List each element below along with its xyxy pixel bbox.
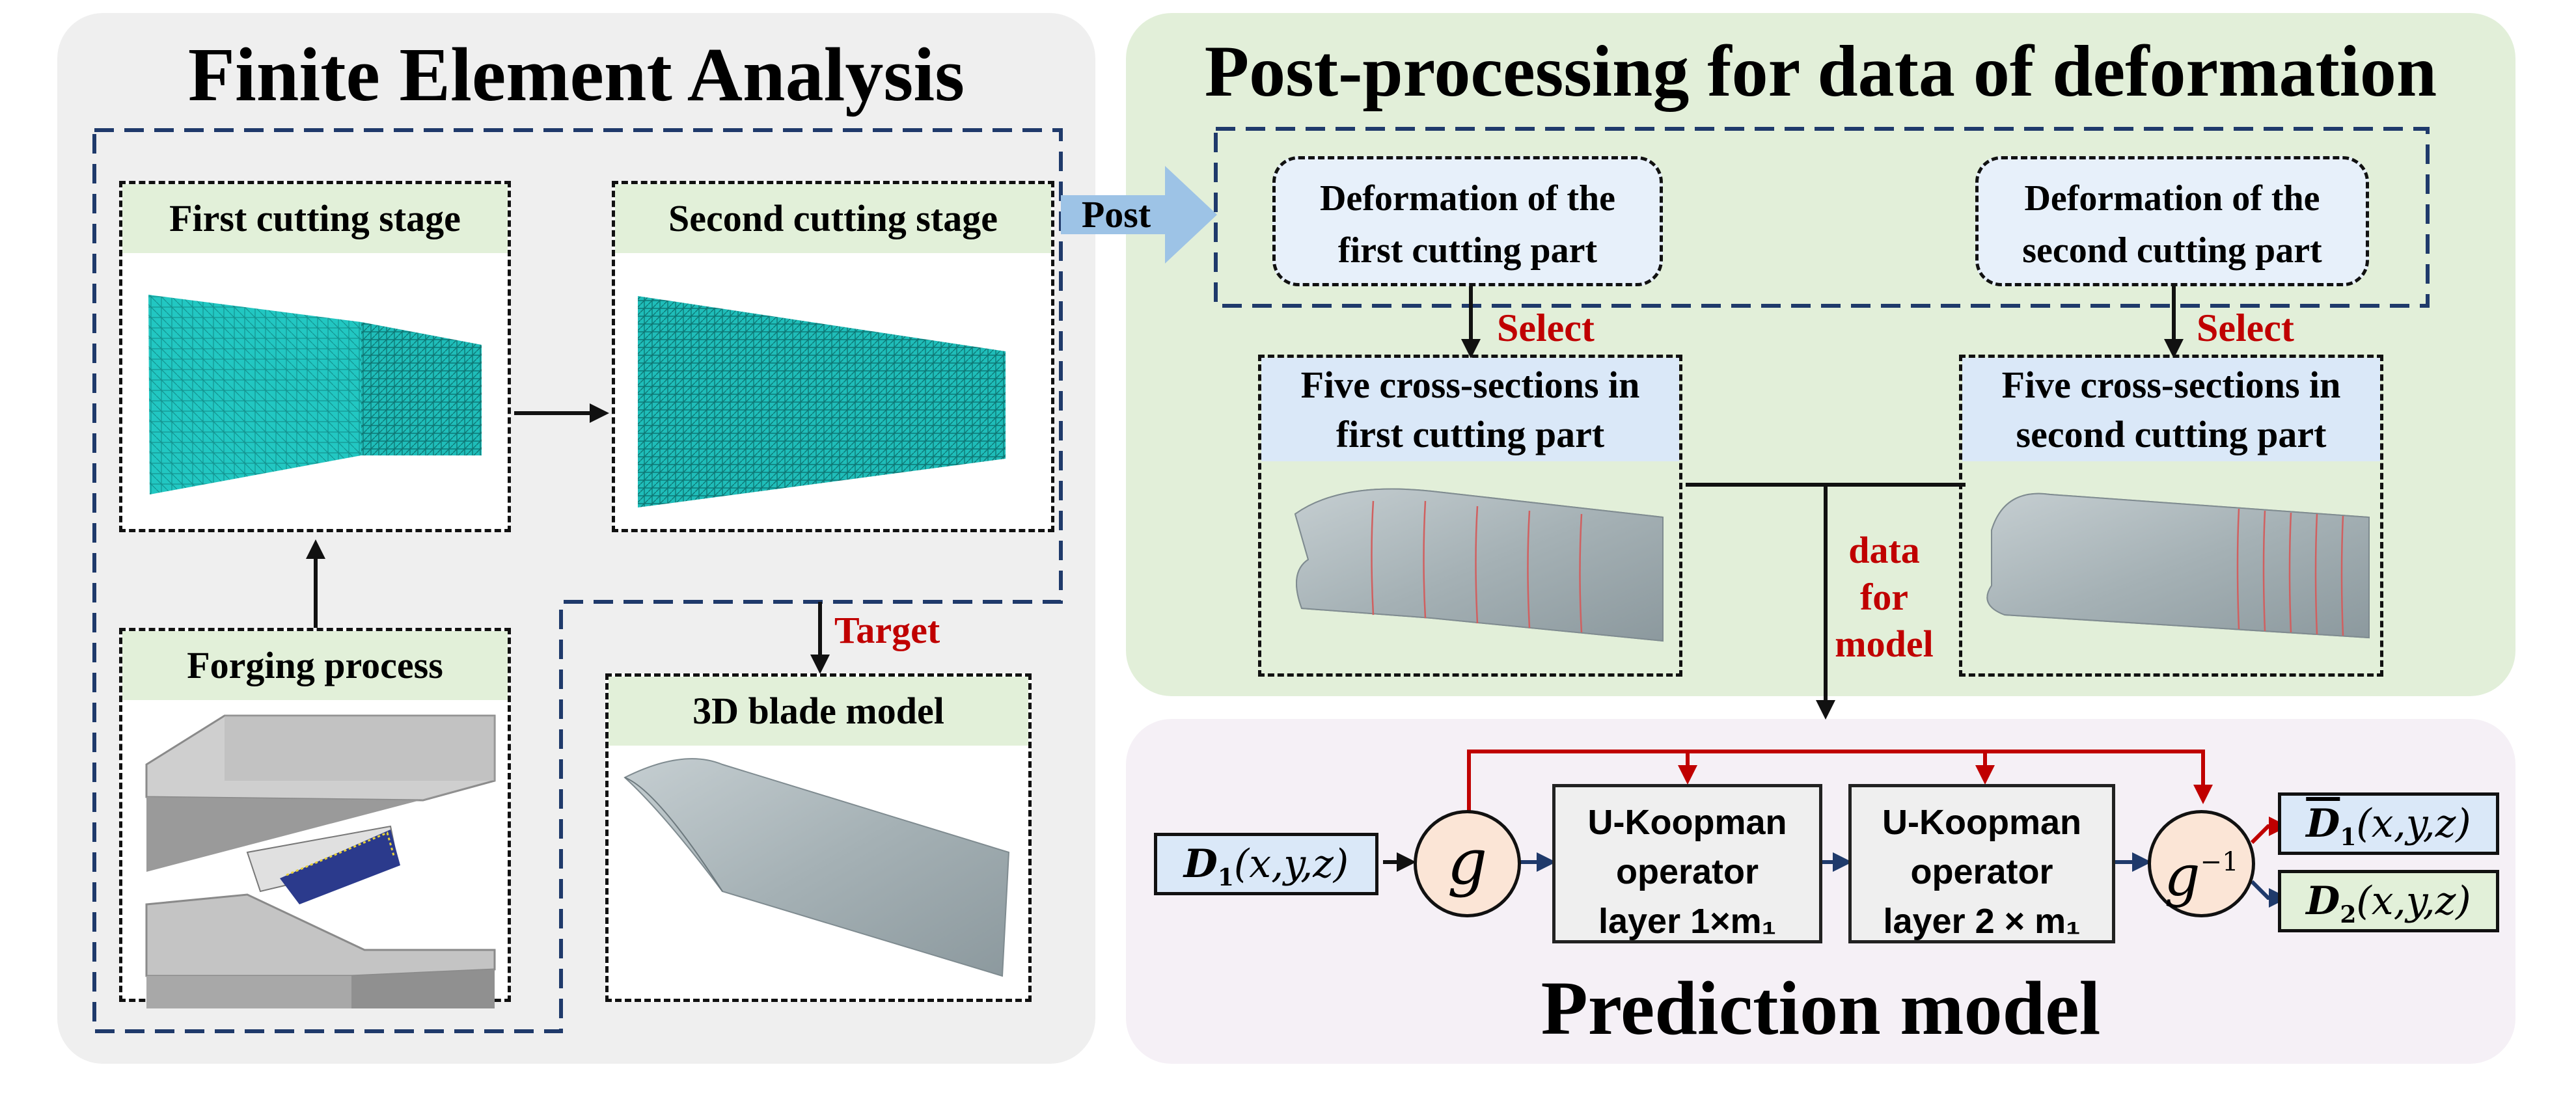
red-feedback-line	[1467, 750, 2213, 820]
pred-symbol: D	[2306, 801, 2340, 846]
cross-sections-first-line1: Five cross-sections in	[1300, 364, 1640, 406]
cross-sections-first-box: Five cross-sections in first cutting par…	[1258, 355, 1682, 677]
cross-sections-first-header: Five cross-sections in first cutting par…	[1261, 358, 1679, 461]
pred-args: (x,y,z)	[2356, 801, 2471, 846]
fea-region-outline	[92, 128, 1063, 1033]
first-stage-mesh-image-top	[148, 295, 482, 494]
layer2-line3: layer 2 × m₁	[1883, 902, 2081, 941]
post-arrow	[1061, 166, 1217, 264]
data-label-line3: model	[1835, 623, 1934, 665]
cross-sections-second-line2: second cutting part	[2016, 413, 2327, 455]
true-args: (x,y,z)	[2356, 878, 2471, 924]
deformation-first-box: Deformation of the first cutting part	[1272, 156, 1663, 286]
blade-label: 3D blade model	[609, 677, 1028, 746]
deformation-second-line1: Deformation of the	[2024, 178, 2320, 219]
select-label-first: Select	[1497, 306, 1595, 349]
g-inv-symbol: g	[2164, 844, 2200, 909]
post-arrow-label: Post	[1081, 193, 1151, 236]
second-stage-label: Second cutting stage	[615, 184, 1051, 253]
cross-sections-second-line1: Five cross-sections in	[2001, 364, 2341, 406]
cross-sections-second-image-top	[1986, 493, 2370, 639]
g-symbol: g	[1447, 826, 1488, 899]
select-label-second: Select	[2197, 306, 2294, 349]
layer2-line2: operator	[1910, 852, 2053, 891]
data-for-model-label: data for model	[1832, 527, 1936, 668]
cross-sections-first-image-top	[1294, 488, 1664, 642]
cross-sections-second-header: Five cross-sections in second cutting pa…	[1962, 358, 2380, 461]
g-encoder-circle: g	[1414, 810, 1521, 917]
forging-image-top	[145, 714, 496, 1008]
true-output-box: D2(x,y,z)	[2278, 870, 2499, 932]
forging-label: Forging process	[122, 631, 508, 700]
pred-sub: 1	[2340, 824, 2357, 851]
post-region-outline	[1214, 127, 2430, 308]
layer1-line2: operator	[1615, 852, 1759, 891]
predicted-output-box: D1(x,y,z)	[2278, 792, 2499, 855]
input-args: (x,y,z)	[1233, 841, 1349, 887]
layer1-line3: layer 1×m₁	[1598, 902, 1777, 941]
second-stage-mesh-image-top	[638, 296, 1006, 507]
deformation-second-box: Deformation of the second cutting part	[1975, 156, 2369, 286]
input-symbol: D	[1183, 841, 1218, 887]
deformation-second-line2: second cutting part	[2022, 230, 2322, 271]
post-title: Post-processing for data of deformation	[1204, 31, 2437, 112]
input-variable-box: D1(x,y,z)	[1154, 833, 1378, 895]
true-symbol: D	[2306, 878, 2340, 924]
blade-image-top	[623, 758, 1010, 977]
data-label-line1: data	[1848, 529, 1920, 571]
cross-sections-second-box: Five cross-sections in second cutting pa…	[1959, 355, 2383, 677]
cross-sections-first-line2: first cutting part	[1336, 413, 1605, 455]
first-stage-label: First cutting stage	[122, 184, 508, 253]
g-inverse-decoder-circle: g−1	[2148, 810, 2255, 917]
fea-title: Finite Element Analysis	[187, 32, 965, 117]
target-label: Target	[834, 609, 940, 651]
layer2-line1: U-Koopman	[1882, 803, 2081, 842]
model-title: Prediction model	[1541, 966, 2101, 1051]
true-sub: 2	[2340, 901, 2357, 928]
koopman-layer2-box: U-Koopman operator layer 2 × m₁	[1848, 784, 2115, 943]
koopman-layer1-box: U-Koopman operator layer 1×m₁	[1552, 784, 1822, 943]
layer1-line1: U-Koopman	[1587, 803, 1787, 842]
data-label-line2: for	[1859, 576, 1909, 618]
deformation-first-line1: Deformation of the	[1319, 178, 1616, 219]
g-inv-sup: −1	[2200, 847, 2239, 877]
input-sub: 1	[1217, 864, 1234, 891]
deformation-first-line2: first cutting part	[1337, 230, 1598, 271]
